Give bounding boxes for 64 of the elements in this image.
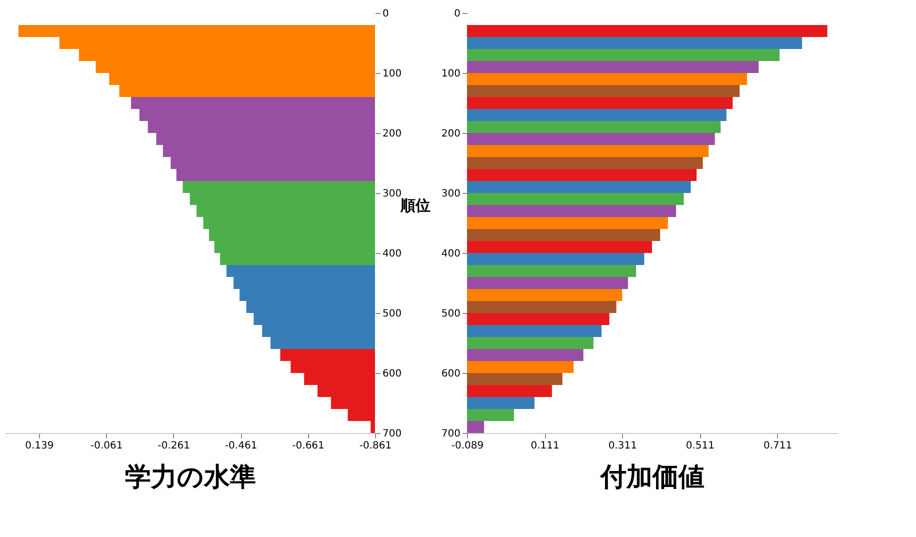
x-tick-label: -0.061 bbox=[90, 440, 123, 452]
bar bbox=[467, 169, 697, 181]
bar bbox=[467, 37, 802, 49]
bar bbox=[467, 229, 660, 241]
bar bbox=[467, 193, 684, 205]
x-tick-label: -0.661 bbox=[292, 440, 324, 452]
bar bbox=[467, 265, 636, 277]
bar bbox=[467, 337, 594, 349]
x-tick-label: 0.139 bbox=[25, 440, 54, 452]
bar bbox=[467, 121, 721, 133]
y-tick-label: 600 bbox=[441, 368, 460, 380]
bar bbox=[467, 85, 740, 97]
bar bbox=[467, 217, 668, 229]
bar bbox=[467, 385, 552, 397]
bar bbox=[467, 109, 726, 121]
y-tick-label: 0 bbox=[454, 8, 460, 20]
x-tick-label: -0.861 bbox=[359, 440, 392, 452]
y-tick-label: 200 bbox=[382, 128, 402, 140]
bar bbox=[467, 397, 534, 409]
y-tick-label: 500 bbox=[382, 308, 402, 320]
x-tick-label: 0.311 bbox=[608, 440, 637, 452]
bar bbox=[467, 25, 828, 37]
y-tick-label: 400 bbox=[441, 248, 460, 260]
y-tick-label: 700 bbox=[382, 428, 402, 440]
bar bbox=[467, 289, 622, 301]
x-tick-label: 0.511 bbox=[686, 440, 715, 452]
bar bbox=[467, 157, 703, 169]
bar bbox=[467, 49, 780, 61]
y-axis-title: 順位 bbox=[400, 196, 430, 214]
bar bbox=[467, 361, 574, 373]
bar bbox=[467, 349, 584, 361]
x-axis-title: 学力の水準 bbox=[125, 462, 256, 492]
bar bbox=[467, 181, 691, 193]
x-tick-label: -0.261 bbox=[158, 440, 190, 452]
bar bbox=[467, 277, 628, 289]
bar bbox=[467, 97, 733, 109]
x-tick-label: 0.711 bbox=[763, 440, 792, 452]
x-axis-title: 付加価値 bbox=[600, 462, 704, 492]
bar bbox=[467, 325, 602, 337]
x-tick-label: -0.461 bbox=[224, 440, 258, 452]
bar bbox=[467, 61, 759, 73]
y-tick-label: 100 bbox=[441, 68, 460, 80]
bar bbox=[467, 313, 610, 325]
bar bbox=[467, 421, 484, 433]
bar bbox=[467, 133, 715, 145]
bar bbox=[467, 409, 514, 421]
x-tick-label: 0.111 bbox=[530, 440, 560, 452]
bar bbox=[467, 73, 748, 85]
y-tick-label: 300 bbox=[382, 188, 402, 200]
y-tick-label: 200 bbox=[441, 128, 460, 140]
x-tick-label: -0.089 bbox=[451, 440, 484, 452]
y-tick-label: 300 bbox=[441, 188, 460, 200]
y-tick-label: 0 bbox=[382, 8, 389, 20]
bar bbox=[467, 301, 616, 313]
bar bbox=[467, 241, 652, 253]
bar bbox=[467, 205, 676, 217]
bar bbox=[467, 373, 562, 385]
y-tick-label: 700 bbox=[441, 428, 460, 440]
y-tick-label: 100 bbox=[382, 68, 402, 80]
y-tick-label: 400 bbox=[382, 248, 402, 260]
bar bbox=[467, 145, 709, 157]
y-tick-label: 600 bbox=[382, 368, 402, 380]
y-tick-label: 500 bbox=[441, 308, 460, 320]
bar bbox=[467, 253, 644, 265]
